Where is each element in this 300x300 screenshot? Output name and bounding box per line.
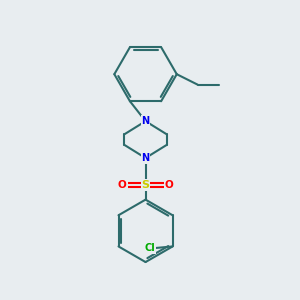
Text: O: O	[118, 180, 127, 190]
Text: S: S	[142, 180, 149, 190]
Text: N: N	[142, 116, 150, 126]
Text: Cl: Cl	[144, 243, 155, 253]
Text: O: O	[164, 180, 173, 190]
Text: N: N	[142, 153, 150, 163]
